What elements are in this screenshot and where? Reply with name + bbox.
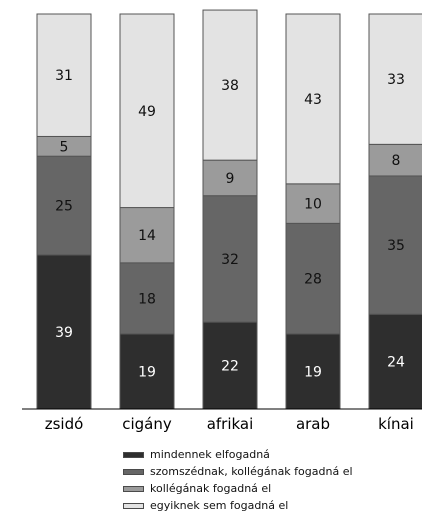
data-label: 43	[304, 92, 322, 108]
data-label: 5	[60, 139, 69, 155]
bar-segment	[202, 321, 258, 410]
data-label: 39	[55, 325, 73, 341]
bar-segment	[368, 13, 422, 145]
legend-label: mindennek elfogadná	[150, 448, 270, 461]
bar-segment	[119, 262, 175, 335]
data-label: 8	[392, 153, 401, 169]
legend-item: egyiknek sem fogadná el	[123, 497, 353, 514]
data-label: 10	[304, 197, 322, 213]
legend-item: szomszédnak, kollégának fogadná el	[123, 463, 353, 480]
bar-segment	[285, 333, 341, 410]
data-label: 18	[138, 291, 156, 307]
data-label: 32	[221, 252, 239, 268]
data-label: 25	[55, 199, 73, 215]
legend-swatch	[123, 502, 144, 509]
category-labels: zsidó cigány afrikai arab kínai	[45, 415, 414, 433]
legend-label: egyiknek sem fogadná el	[150, 499, 289, 512]
stacked-bar-chart: 39 25 5 31 19 18 14 49 22 32 9 38 19 28 10 43 24 35 8 33 zs…	[22, 9, 422, 433]
data-label: 28	[304, 272, 322, 288]
data-label: 22	[221, 359, 239, 375]
legend-item: mindennek elfogadná	[123, 446, 353, 463]
legend-swatch	[123, 485, 144, 492]
bar-segment	[36, 13, 92, 137]
bar-segment	[368, 143, 422, 177]
category-label: arab	[296, 415, 330, 433]
bar-segment	[119, 207, 175, 264]
bar-segment	[368, 175, 422, 315]
bar-segment	[119, 13, 175, 209]
bar-segment	[202, 9, 258, 161]
bar-segment	[285, 222, 341, 335]
data-label: 35	[387, 238, 405, 254]
data-label: 49	[138, 104, 156, 120]
bars-group: 39 25 5 31 19 18 14 49 22 32 9 38 19 28 10 43 24 35 8 33	[36, 9, 422, 410]
bar-segment	[368, 313, 422, 410]
data-label: 31	[55, 68, 73, 84]
legend-label: kollégának fogadná el	[150, 482, 272, 495]
bar-segment	[202, 195, 258, 323]
data-label: 9	[226, 171, 235, 187]
legend-label: szomszédnak, kollégának fogadná el	[150, 465, 353, 478]
bar-segment	[36, 254, 92, 410]
legend-item: kollégának fogadná el	[123, 480, 353, 497]
category-label: cigány	[122, 415, 172, 433]
category-label: kínai	[378, 415, 414, 433]
data-label: 19	[138, 364, 156, 380]
data-label: 14	[138, 228, 156, 244]
data-label: 38	[221, 78, 239, 94]
data-label: 19	[304, 364, 322, 380]
bar-segment	[285, 13, 341, 185]
legend-swatch	[123, 451, 144, 458]
data-label: 33	[387, 72, 405, 88]
bar-segment	[36, 155, 92, 256]
category-label: afrikai	[207, 415, 254, 433]
legend-swatch	[123, 468, 144, 475]
category-label: zsidó	[45, 415, 84, 433]
legend: mindennek elfogadná szomszédnak, kollégá…	[123, 446, 353, 514]
data-label: 24	[387, 355, 405, 371]
